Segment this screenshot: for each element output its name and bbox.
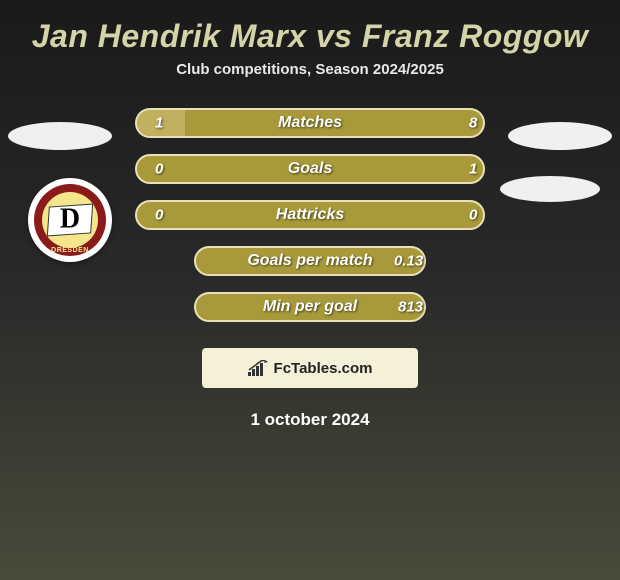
stat-value-right: 0 (469, 207, 477, 224)
club-logo-curve-text: DRESDEN (51, 247, 89, 254)
side-ellipse-1 (508, 122, 612, 150)
date-text: 1 october 2024 (250, 410, 369, 430)
stat-label: Min per goal (263, 298, 357, 316)
stat-value-right: 813 (398, 299, 423, 316)
club-logo: D DRESDEN (28, 178, 112, 262)
brand-text: FcTables.com (274, 360, 373, 377)
club-logo-letter: D (60, 203, 80, 235)
stat-row: Goals per match 0.13 (70, 246, 550, 276)
stat-label: Goals (288, 160, 332, 178)
stat-row: Min per goal 813 (70, 292, 550, 322)
club-logo-inner: D (42, 192, 98, 248)
brand-chart-icon (248, 360, 268, 376)
stat-row: Goals 0 1 (70, 154, 550, 184)
page-title: Jan Hendrik Marx vs Franz Roggow (32, 18, 589, 55)
stat-row: Matches 1 8 (70, 108, 550, 138)
stat-bar-track: Goals per match 0.13 (194, 246, 426, 276)
stat-row: Hattricks 0 0 (70, 200, 550, 230)
brand-badge: FcTables.com (202, 348, 418, 388)
stat-bar-track: Matches 1 8 (135, 108, 485, 138)
stat-label: Goals per match (247, 252, 372, 270)
club-logo-outer: D DRESDEN (34, 184, 106, 256)
stat-label: Hattricks (276, 206, 344, 224)
side-ellipse-2 (500, 176, 600, 202)
stat-bar-track: Hattricks 0 0 (135, 200, 485, 230)
stat-label: Matches (278, 114, 342, 132)
stat-value-right: 0.13 (394, 253, 423, 270)
stat-value-left: 0 (155, 207, 163, 224)
stat-value-right: 1 (469, 161, 477, 178)
side-ellipse-0 (8, 122, 112, 150)
stat-bar-track: Min per goal 813 (194, 292, 426, 322)
stat-value-left: 1 (155, 115, 163, 132)
subtitle: Club competitions, Season 2024/2025 (176, 61, 444, 78)
stat-bar-track: Goals 0 1 (135, 154, 485, 184)
stat-value-left: 0 (155, 161, 163, 178)
stat-value-right: 8 (469, 115, 477, 132)
